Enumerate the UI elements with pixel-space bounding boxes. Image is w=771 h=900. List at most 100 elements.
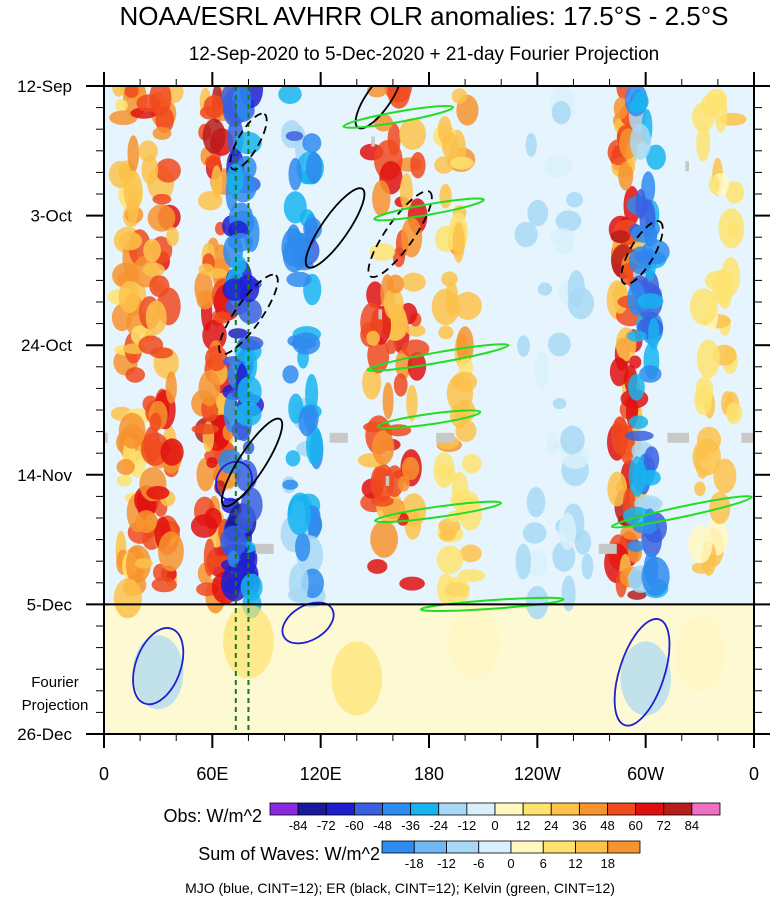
- anomaly-patch: [228, 233, 254, 252]
- anomaly-patch: [282, 365, 299, 384]
- anomaly-patch: [155, 158, 181, 183]
- anomaly-patch: [387, 86, 411, 109]
- anomaly-patch: [708, 175, 720, 194]
- chart-subtitle: 12-Sep-2020 to 5-Dec-2020 + 21-day Fouri…: [189, 44, 660, 65]
- obs-legend-swatch: [410, 802, 440, 816]
- anomaly-patch: [383, 288, 404, 320]
- anomaly-patch: [401, 217, 423, 258]
- anomaly-patch: [525, 133, 537, 157]
- waves-legend-swatch: [607, 840, 641, 854]
- anomaly-patch: [718, 208, 745, 249]
- anomaly-patch: [227, 550, 239, 568]
- anomaly-patch: [387, 274, 404, 294]
- anomaly-patch: [214, 311, 230, 324]
- anomaly-patch: [433, 452, 455, 488]
- anomaly-patch: [211, 165, 223, 199]
- obs-legend-tick: 24: [544, 818, 558, 833]
- waves-legend-swatch: [575, 840, 609, 854]
- anomaly-patch: [410, 152, 426, 179]
- anomaly-patch: [149, 412, 162, 432]
- chart-title: NOAA/ESRL AVHRR OLR anomalies: 17.5°S - …: [120, 1, 729, 31]
- waves-legend: Sum of Waves: W/m^2 -18 -12 -6 0 6 12 18: [198, 840, 641, 871]
- anomaly-patch: [237, 376, 262, 407]
- anomaly-patch: [278, 86, 302, 104]
- anomaly-patch: [688, 525, 713, 564]
- anomaly-patch: [628, 100, 645, 113]
- anomaly-patch: [393, 373, 408, 397]
- obs-legend-swatch: [550, 802, 580, 816]
- missing-patch: [255, 543, 274, 554]
- anomaly-patch: [124, 86, 139, 98]
- mjo-contour: [281, 601, 335, 645]
- waves-legend-tick: 0: [507, 856, 514, 871]
- waves-legend-tick: -18: [405, 856, 424, 871]
- anomaly-patch: [397, 475, 410, 492]
- anomaly-patch: [648, 317, 660, 350]
- anomaly-patch: [282, 479, 299, 490]
- kelvin-contour: [374, 500, 502, 524]
- anomaly-patch: [552, 398, 567, 410]
- anomaly-patch: [517, 335, 530, 357]
- x-axis: 0 60E 120E 180 120W 60W 0: [99, 72, 759, 784]
- anomaly-patch: [522, 522, 547, 544]
- anomaly-patch: [450, 490, 479, 512]
- projection-label-line1: Fourier: [31, 674, 79, 691]
- anomaly-patch: [366, 330, 380, 346]
- anomaly-patch: [143, 238, 161, 263]
- waves-legend-swatch: [413, 840, 447, 854]
- anomaly-patch: [366, 281, 384, 309]
- anomaly-patch: [627, 540, 645, 552]
- anomaly-patch: [619, 425, 635, 465]
- x-tick-label: 0: [749, 764, 759, 784]
- anomaly-patch: [459, 544, 482, 563]
- anomaly-patch: [451, 88, 468, 104]
- obs-legend-swatch: [663, 802, 693, 816]
- kelvin-contour: [373, 197, 485, 222]
- anomaly-patch: [706, 88, 727, 111]
- waves-legend-swatch: [446, 840, 480, 854]
- anomaly-patch: [237, 336, 264, 351]
- anomaly-patch: [696, 339, 720, 379]
- missing-patch: [667, 432, 689, 443]
- anomaly-patch: [441, 271, 458, 287]
- missing-patch: [104, 432, 108, 443]
- anomaly-patch: [628, 456, 646, 497]
- anomaly-patch: [108, 160, 132, 188]
- waves-legend-swatch: [478, 840, 512, 854]
- waves-legend-tick: 6: [540, 856, 547, 871]
- missing-patch: [685, 161, 689, 172]
- anomaly-patch: [628, 373, 645, 401]
- anomaly-patch: [220, 525, 247, 558]
- anomaly-patch: [142, 262, 165, 277]
- anomaly-patch: [149, 347, 174, 359]
- anomaly-patch: [135, 510, 158, 534]
- anomaly-patch: [452, 222, 465, 263]
- anomaly-patch: [112, 86, 125, 97]
- obs-legend-tick: -24: [429, 818, 448, 833]
- anomaly-patch: [560, 425, 585, 455]
- obs-legend-label: Obs: W/m^2: [164, 806, 262, 826]
- anomaly-patch: [399, 118, 426, 150]
- obs-legend-tick: -72: [317, 818, 336, 833]
- anomaly-patch: [609, 357, 629, 387]
- kelvin-contour: [342, 104, 455, 129]
- obs-legend-tick: -60: [345, 818, 364, 833]
- y-tick-label: 5-Dec: [27, 595, 73, 614]
- obs-legend-tick: 0: [491, 818, 498, 833]
- anomaly-patch: [551, 101, 571, 125]
- projection-patch: [674, 616, 726, 691]
- x-tick-label: 180: [414, 764, 444, 784]
- anomaly-patch: [116, 474, 133, 487]
- x-tick-label: 120W: [514, 764, 561, 784]
- mjo-contour: [132, 627, 185, 706]
- anomaly-patch: [635, 188, 647, 220]
- anomaly-patch: [406, 324, 426, 337]
- anomaly-patch: [644, 446, 660, 473]
- projection-patch: [331, 641, 383, 716]
- er-contour: [620, 220, 664, 286]
- waves-legend-tick: 12: [568, 856, 582, 871]
- anomaly-patch: [306, 151, 323, 184]
- obs-legend-swatch: [578, 802, 608, 816]
- obs-legend-tick: 12: [516, 818, 530, 833]
